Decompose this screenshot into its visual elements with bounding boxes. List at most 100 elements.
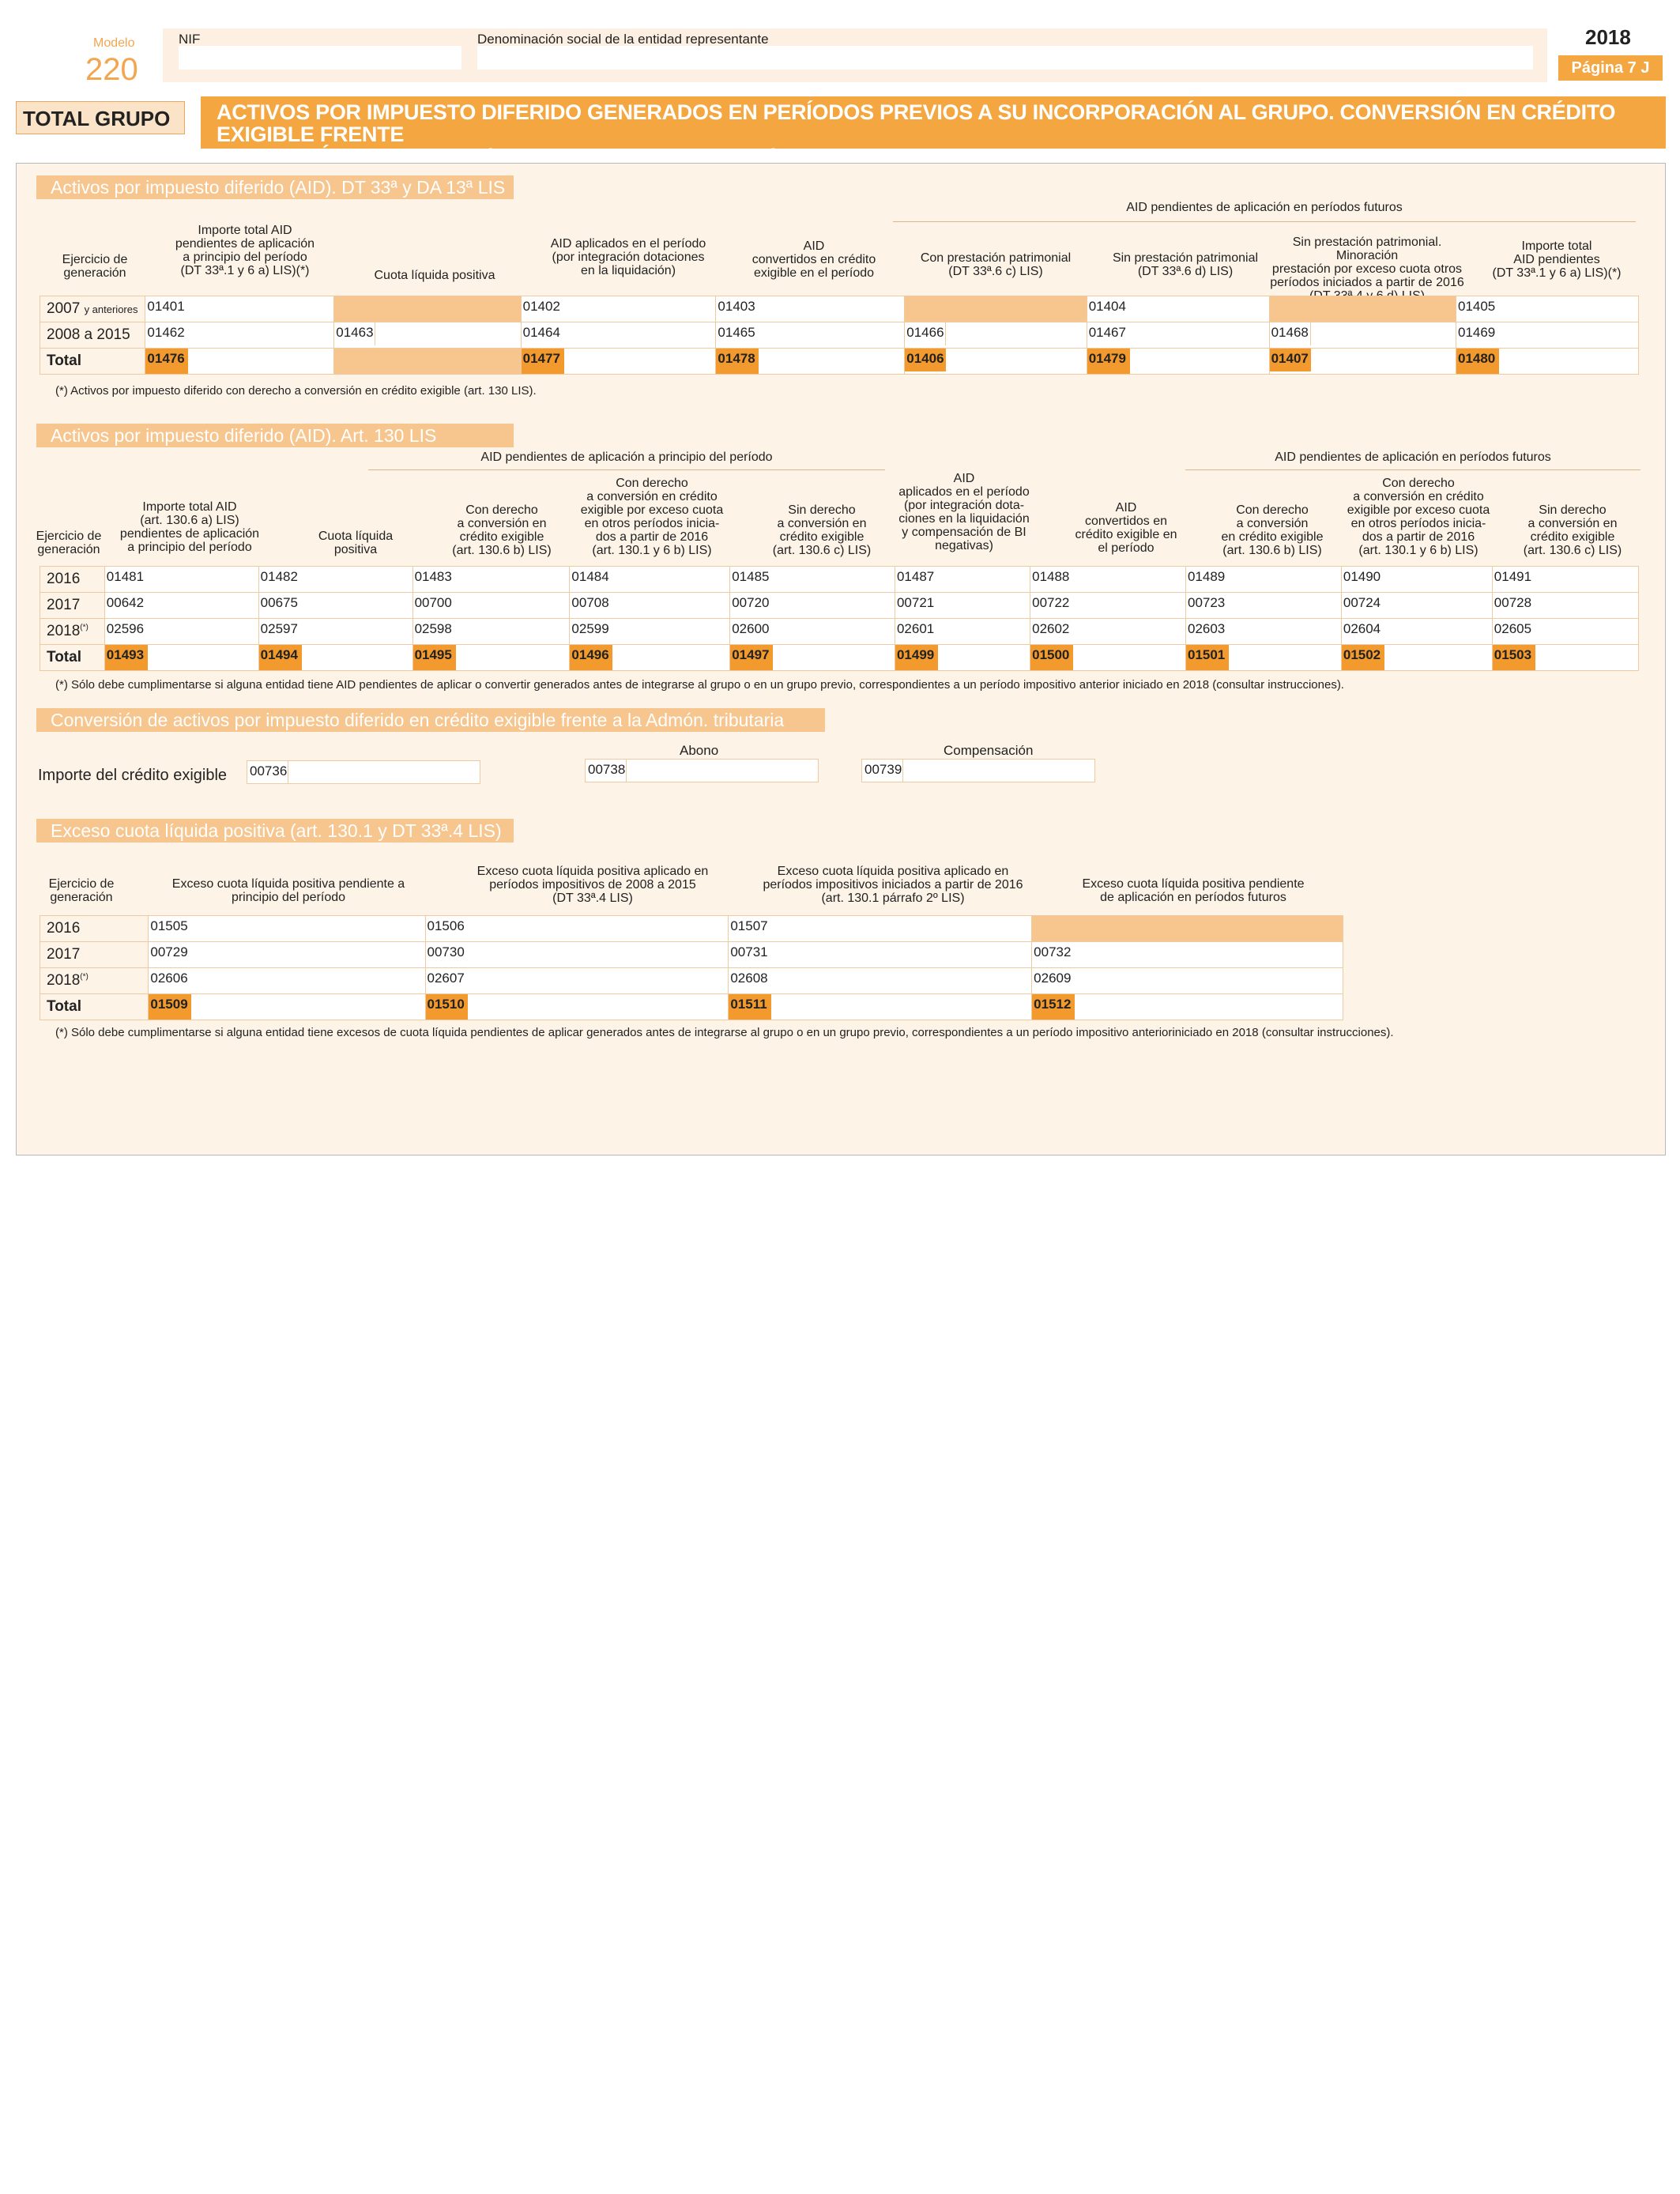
- compensacion-field[interactable]: 00739: [861, 759, 1095, 782]
- input-field[interactable]: [1073, 592, 1186, 619]
- input-field[interactable]: [946, 322, 1086, 345]
- cuota-cell[interactable]: 01463: [333, 322, 522, 349]
- input-field[interactable]: [773, 592, 895, 619]
- input-field[interactable]: [1228, 592, 1342, 619]
- input-field[interactable]: [375, 322, 520, 345]
- input-field[interactable]: [147, 566, 259, 593]
- input-field[interactable]: [1384, 566, 1493, 593]
- input-field[interactable]: [1498, 322, 1639, 349]
- input-field[interactable]: [1535, 592, 1639, 619]
- page-badge: Página 7 J bis: [1558, 55, 1663, 102]
- input-field[interactable]: [468, 967, 729, 994]
- input-field[interactable]: [468, 941, 729, 968]
- row-label: Total: [40, 644, 105, 671]
- input-field[interactable]: [1073, 618, 1186, 645]
- nif-field[interactable]: [179, 46, 461, 70]
- minoracion-total-cell[interactable]: 01407: [1268, 348, 1456, 375]
- input-field[interactable]: [301, 644, 413, 671]
- importe-credito-field[interactable]: 00736: [247, 760, 480, 784]
- input-field[interactable]: [301, 618, 413, 645]
- input-field[interactable]: [1228, 644, 1342, 671]
- input-field[interactable]: [759, 296, 906, 322]
- input-field[interactable]: [468, 993, 729, 1020]
- input-field[interactable]: [612, 618, 731, 645]
- s2-table: 2016 01481 01482 01483 01484 01485 01487…: [40, 566, 1639, 671]
- input-field[interactable]: [1075, 941, 1344, 968]
- field-code: 01506: [424, 915, 469, 942]
- input-field[interactable]: [1129, 348, 1270, 375]
- field-code: 01402: [520, 296, 564, 322]
- input-field[interactable]: [1535, 644, 1639, 671]
- input-field[interactable]: [612, 566, 731, 593]
- input-field[interactable]: [1384, 592, 1493, 619]
- input-field[interactable]: [773, 566, 895, 593]
- input-field[interactable]: [455, 592, 571, 619]
- field-code: 00739: [862, 760, 903, 782]
- input-field[interactable]: [773, 644, 895, 671]
- input-field[interactable]: [1073, 566, 1186, 593]
- s2-note: (*) Sólo debe cumplimentarse si alguna e…: [55, 678, 1344, 692]
- input-field[interactable]: [1535, 618, 1639, 645]
- input-field[interactable]: [759, 348, 906, 375]
- input-field[interactable]: [455, 566, 571, 593]
- input-field[interactable]: [771, 941, 1033, 968]
- input-field[interactable]: [188, 322, 335, 349]
- input-field[interactable]: [1498, 296, 1639, 322]
- input-field[interactable]: [937, 618, 1031, 645]
- input-field[interactable]: [771, 967, 1033, 994]
- input-field[interactable]: [188, 348, 335, 375]
- s1-h-aplicados: AID aplicados en el período (por integrac…: [550, 237, 706, 277]
- table-row-total: Total 01493 01494 01495 01496 01497 0149…: [40, 644, 1639, 671]
- input-field[interactable]: [771, 915, 1033, 942]
- con-prestacion-cell[interactable]: 01466: [904, 322, 1087, 349]
- minoracion-cell[interactable]: 01468: [1268, 322, 1456, 349]
- input-field[interactable]: [191, 967, 426, 994]
- input-field[interactable]: [1129, 296, 1270, 322]
- input-field[interactable]: [147, 592, 259, 619]
- field-code: 01468: [1270, 322, 1311, 345]
- input-field[interactable]: [1498, 348, 1639, 375]
- input-field[interactable]: [455, 644, 571, 671]
- row-label: 2018(*): [39, 967, 149, 994]
- input-field[interactable]: [773, 618, 895, 645]
- denominacion-field[interactable]: [477, 46, 1533, 70]
- field-code: 01405: [1455, 296, 1499, 322]
- input-field[interactable]: [147, 644, 259, 671]
- input-field[interactable]: [563, 322, 717, 349]
- s2-h-ejercicio: Ejercicio de generación: [36, 530, 102, 556]
- input-field[interactable]: [191, 993, 426, 1020]
- input-field[interactable]: [1384, 644, 1493, 671]
- con-prestacion-total-cell[interactable]: 01406: [904, 348, 1087, 375]
- input-field[interactable]: [1129, 322, 1270, 349]
- input-field[interactable]: [1228, 566, 1342, 593]
- input-field[interactable]: [301, 592, 413, 619]
- input-field[interactable]: [612, 592, 731, 619]
- input-field[interactable]: [563, 296, 717, 322]
- input-field[interactable]: [301, 566, 413, 593]
- input-field[interactable]: [1535, 566, 1639, 593]
- abono-field[interactable]: 00738: [585, 759, 819, 782]
- input-field[interactable]: [759, 322, 906, 349]
- input-field[interactable]: [771, 993, 1033, 1020]
- input-field[interactable]: [563, 348, 717, 375]
- input-field[interactable]: [468, 915, 729, 942]
- input-field[interactable]: [1075, 967, 1344, 994]
- input-field[interactable]: [1311, 322, 1456, 345]
- field-code: 01503: [1491, 644, 1535, 671]
- input-field[interactable]: [1384, 618, 1493, 645]
- input-field[interactable]: [1075, 993, 1344, 1020]
- input-field[interactable]: [1311, 349, 1456, 371]
- input-field[interactable]: [191, 915, 426, 942]
- input-field[interactable]: [191, 941, 426, 968]
- input-field[interactable]: [612, 644, 731, 671]
- input-field[interactable]: [188, 296, 335, 322]
- input-field[interactable]: [455, 618, 571, 645]
- input-field[interactable]: [147, 618, 259, 645]
- input-field[interactable]: [937, 592, 1031, 619]
- input-field[interactable]: [1073, 644, 1186, 671]
- input-field[interactable]: [946, 349, 1086, 371]
- input-field[interactable]: [937, 566, 1031, 593]
- input-field[interactable]: [1228, 618, 1342, 645]
- input-field[interactable]: [937, 644, 1031, 671]
- field-code: 01496: [569, 644, 613, 671]
